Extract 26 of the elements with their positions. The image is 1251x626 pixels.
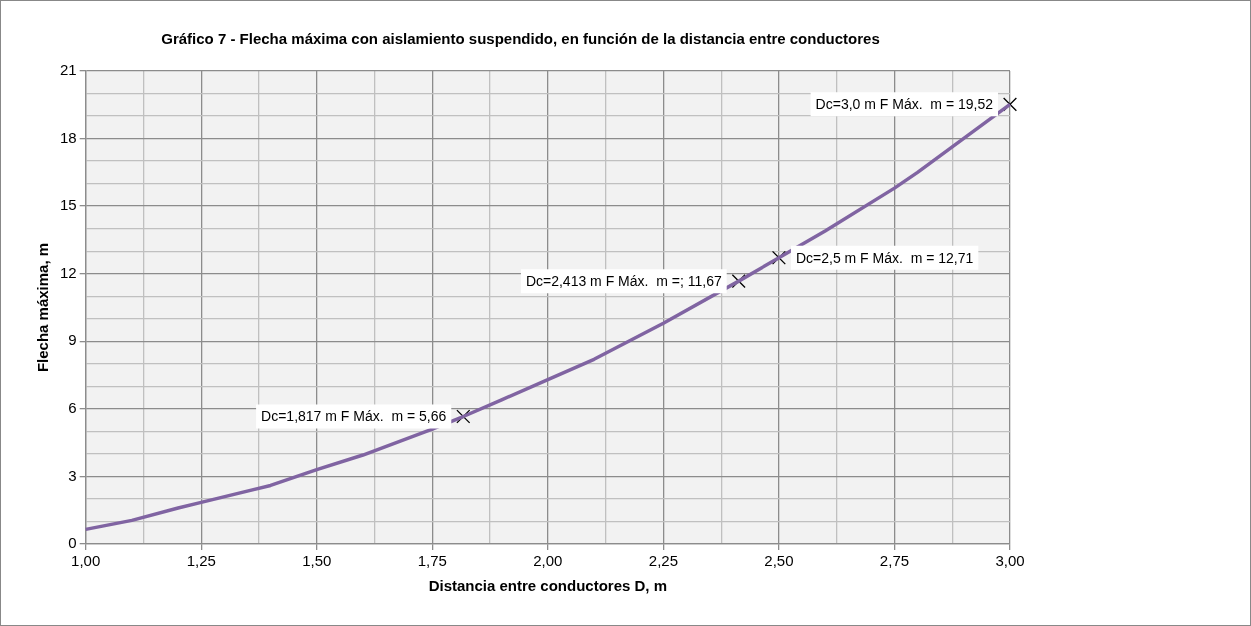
- x-tick-label: 1,25: [186, 552, 216, 570]
- x-tick-label: 2,25: [648, 552, 678, 570]
- y-tick-label: 0: [68, 534, 77, 552]
- annotation: Dc=3,0 m F Máx. m = 19,52: [815, 96, 994, 113]
- x-axis-title: Distancia entre conductores D, m: [428, 577, 668, 595]
- x-tick-label: 2,00: [533, 552, 563, 570]
- y-tick-label: 6: [68, 399, 77, 416]
- x-tick-label: 3,00: [995, 552, 1025, 570]
- y-tick-label: 9: [68, 331, 77, 349]
- y-tick-label: 21: [60, 61, 77, 79]
- y-tick-label: 12: [60, 263, 77, 281]
- annotation: Dc=1,817 m F Máx. m = 5,66: [261, 408, 447, 425]
- point: [771, 250, 786, 265]
- chart-title: Gráfico 7 - Flecha máxima con aislamiento suspendido, en función de la distancia entre conductores: [161, 30, 880, 48]
- point: [456, 409, 471, 424]
- y-tick-label: 15: [60, 196, 77, 214]
- x-tick-label: 1,50: [302, 552, 332, 570]
- x-tick-label: 1,75: [417, 552, 447, 570]
- x-tick-label: 1,00: [71, 552, 101, 570]
- x-tick-label: 2,75: [879, 552, 910, 570]
- x-tick-label: 2,50: [764, 552, 794, 570]
- annotation: Dc=2,413 m F Máx. m =; 11,67: [525, 273, 722, 290]
- y-axis-title: Flecha máxima, m: [34, 242, 52, 373]
- annotation: Dc=2,5 m F Máx. m = 12,71: [795, 249, 974, 266]
- y-tick-label: 18: [60, 128, 77, 146]
- y-tick-label: 3: [68, 466, 77, 484]
